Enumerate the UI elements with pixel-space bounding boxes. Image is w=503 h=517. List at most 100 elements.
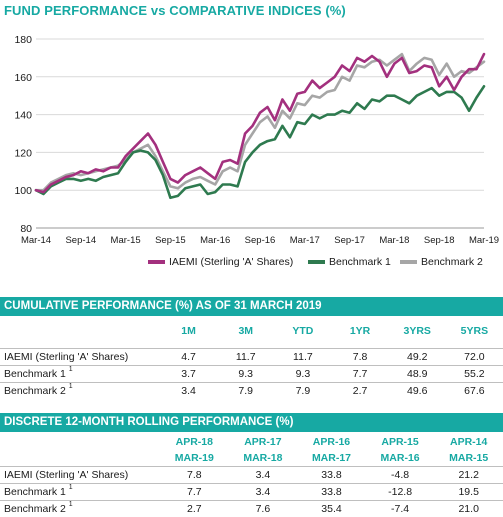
table-header-row: APR-18 APR-17 APR-16 APR-15 APR-14 <box>0 434 503 450</box>
x-tick-label: Sep-15 <box>155 235 186 246</box>
table-cell: 7.6 <box>229 501 298 517</box>
discrete-performance-table: APR-18 APR-17 APR-16 APR-15 APR-14 MAR-1… <box>0 434 503 517</box>
row-label: IAEMI (Sterling 'A' Shares) <box>0 349 160 366</box>
table-cell: 7.8 <box>160 467 229 484</box>
table-cell: 9.3 <box>217 366 274 383</box>
x-tick-label: Mar-17 <box>290 235 320 246</box>
table-cell: 49.2 <box>389 349 446 366</box>
x-tick-label: Sep-16 <box>245 235 276 246</box>
table-cell: 7.7 <box>331 366 388 383</box>
column-header: APR-16 <box>297 434 366 450</box>
column-header: APR-15 <box>366 434 435 450</box>
table-row: Benchmark 1 1 3.7 9.3 9.3 7.7 48.9 55.2 <box>0 366 503 383</box>
footnote-marker: 1 <box>69 501 73 508</box>
column-header: APR-14 <box>434 434 503 450</box>
table-cell: 49.6 <box>389 383 446 400</box>
table-cell: 11.7 <box>274 349 331 366</box>
column-header: 3M <box>217 323 274 339</box>
row-label: Benchmark 1 1 <box>0 366 160 383</box>
y-tick-label: 100 <box>14 185 32 197</box>
table-cell: 67.6 <box>446 383 503 400</box>
header-spacer <box>0 434 160 450</box>
table-cell: 33.8 <box>297 484 366 501</box>
column-header: MAR-18 <box>229 450 298 467</box>
footnote-marker: 1 <box>69 484 73 491</box>
table-cell: 2.7 <box>331 383 388 400</box>
row-label: Benchmark 1 1 <box>0 484 160 501</box>
x-tick-label: Mar-16 <box>200 235 230 246</box>
table-cell: 35.4 <box>297 501 366 517</box>
legend-swatch-benchmark-1 <box>308 260 325 264</box>
column-header: MAR-16 <box>366 450 435 467</box>
legend-item-iaemi: IAEMI (Sterling 'A' Shares) <box>148 256 293 268</box>
column-header: YTD <box>274 323 331 339</box>
column-header: 1YR <box>331 323 388 339</box>
series-line-benchmark-1 <box>36 86 484 198</box>
row-label-text: Benchmark 2 <box>4 385 66 397</box>
table-cell: 3.7 <box>160 366 217 383</box>
y-tick-label: 180 <box>14 34 32 46</box>
chart-legend: IAEMI (Sterling 'A' Shares) Benchmark 1 … <box>0 256 503 274</box>
table-cell: -7.4 <box>366 501 435 517</box>
x-tick-label: Mar-15 <box>111 235 141 246</box>
x-tick-label: Mar-19 <box>469 235 499 246</box>
table-cell: 21.2 <box>434 467 503 484</box>
x-tick-label: Sep-17 <box>334 235 365 246</box>
column-header: APR-17 <box>229 434 298 450</box>
footnote-marker: 1 <box>69 366 73 373</box>
table-cell: 21.0 <box>434 501 503 517</box>
table-cell: 4.7 <box>160 349 217 366</box>
row-label-text: Benchmark 2 <box>4 503 66 515</box>
table-row: Benchmark 2 1 3.4 7.9 7.9 2.7 49.6 67.6 <box>0 383 503 400</box>
y-axis-tick-labels: 80 100 120 140 160 180 <box>14 34 32 235</box>
x-tick-label: Sep-18 <box>424 235 455 246</box>
column-header: 3YRS <box>389 323 446 339</box>
table-header-row: 1M 3M YTD 1YR 3YRS 5YRS <box>0 323 503 339</box>
footnote-marker: 1 <box>69 383 73 390</box>
table-cell: 72.0 <box>446 349 503 366</box>
y-tick-label: 140 <box>14 110 32 122</box>
row-label: Benchmark 2 1 <box>0 501 160 517</box>
table-cell: 3.4 <box>229 484 298 501</box>
table-cell: 7.9 <box>217 383 274 400</box>
table-row: IAEMI (Sterling 'A' Shares) 4.7 11.7 11.… <box>0 349 503 366</box>
y-tick-label: 160 <box>14 72 32 84</box>
discrete-performance-header: DISCRETE 12-MONTH ROLLING PERFORMANCE (%… <box>0 413 503 432</box>
y-tick-label: 80 <box>20 223 32 235</box>
table-row: Benchmark 1 1 7.7 3.4 33.8 -12.8 19.5 <box>0 484 503 501</box>
column-header: 1M <box>160 323 217 339</box>
table-cell: 33.8 <box>297 467 366 484</box>
table-header-row: MAR-19 MAR-18 MAR-17 MAR-16 MAR-15 <box>0 450 503 467</box>
column-header: APR-18 <box>160 434 229 450</box>
table-cell: -12.8 <box>366 484 435 501</box>
legend-label-benchmark-2: Benchmark 2 <box>421 256 483 268</box>
row-label: Benchmark 2 1 <box>0 383 160 400</box>
cumulative-performance-table: 1M 3M YTD 1YR 3YRS 5YRS IAEMI (Sterling … <box>0 323 503 399</box>
row-label: IAEMI (Sterling 'A' Shares) <box>0 467 160 484</box>
x-tick-label: Mar-18 <box>379 235 409 246</box>
table-row: Benchmark 2 1 2.7 7.6 35.4 -7.4 21.0 <box>0 501 503 517</box>
table-cell: 19.5 <box>434 484 503 501</box>
y-tick-label: 120 <box>14 147 32 159</box>
table-row: IAEMI (Sterling 'A' Shares) 7.8 3.4 33.8… <box>0 467 503 484</box>
header-spacer <box>0 323 160 339</box>
table-cell: 7.7 <box>160 484 229 501</box>
header-spacer <box>0 450 160 467</box>
column-header: 5YRS <box>446 323 503 339</box>
column-header: MAR-15 <box>434 450 503 467</box>
column-header: MAR-19 <box>160 450 229 467</box>
legend-item-benchmark-1: Benchmark 1 <box>308 256 391 268</box>
series-line-benchmark-2 <box>36 54 484 190</box>
legend-swatch-iaemi <box>148 260 165 264</box>
table-cell: 3.4 <box>229 467 298 484</box>
legend-label-benchmark-1: Benchmark 1 <box>329 256 391 268</box>
table-cell: 55.2 <box>446 366 503 383</box>
chart-title: FUND PERFORMANCE vs COMPARATIVE INDICES … <box>4 3 346 18</box>
table-cell: 9.3 <box>274 366 331 383</box>
legend-item-benchmark-2: Benchmark 2 <box>400 256 483 268</box>
table-cell: 2.7 <box>160 501 229 517</box>
x-tick-label: Mar-14 <box>21 235 51 246</box>
table-cell: 7.9 <box>274 383 331 400</box>
